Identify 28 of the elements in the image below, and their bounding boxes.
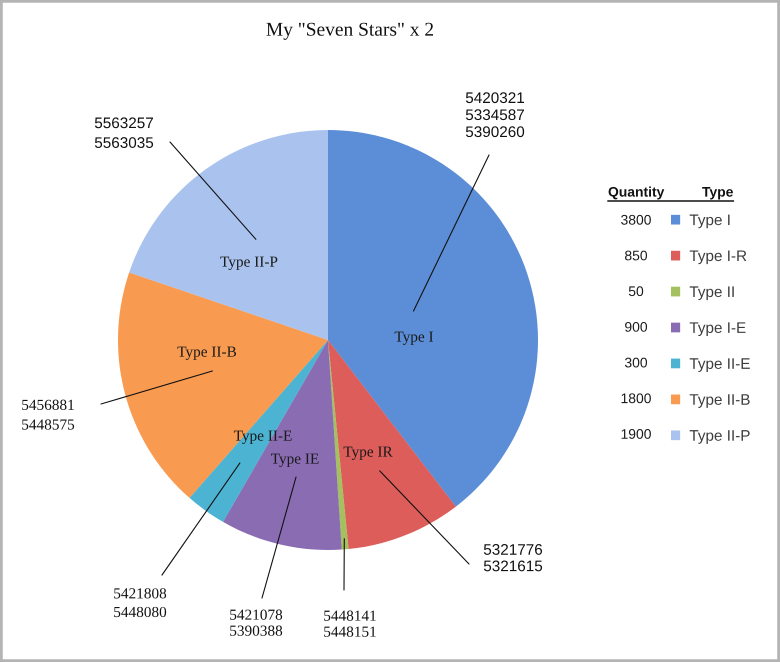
legend-label: Type II-P [690, 430, 750, 444]
text: Quantity [608, 186, 664, 200]
data-label: 3800 [621, 214, 651, 225]
text: 5456881 5448575 [22, 400, 74, 430]
data-label: 1800 [622, 393, 651, 404]
data-label: 300 [624, 358, 648, 368]
text: 5421078 5390388 [230, 610, 282, 636]
text: 5421808 5448080 [114, 588, 166, 618]
text: 5563257 5563035 [94, 117, 154, 148]
data-label: 50 [628, 286, 644, 296]
chart-title: My "Seven Stars" x 2 [266, 22, 434, 40]
text: Type IE [270, 454, 319, 467]
data-label: 900 [625, 322, 648, 332]
text: Type II-B [177, 346, 236, 360]
text: Type [702, 187, 733, 200]
legend-label: Type II [690, 286, 734, 300]
legend-label: Type I-R [690, 250, 746, 264]
data-label: 850 [625, 250, 648, 260]
text: Type II-P [220, 256, 278, 270]
legend-label: Type II-B [690, 394, 750, 408]
legend-label: Type I [690, 214, 730, 228]
data-label: 1900 [622, 429, 651, 439]
legend-label: Type I-E [690, 322, 746, 336]
text: 5448141 5448151 [324, 610, 376, 637]
text: 5420321 5334587 5390260 [466, 92, 524, 138]
legend-label: Type II-E [690, 358, 750, 372]
text: 5321776 5321615 [484, 544, 542, 572]
text: Type IR [344, 446, 393, 460]
